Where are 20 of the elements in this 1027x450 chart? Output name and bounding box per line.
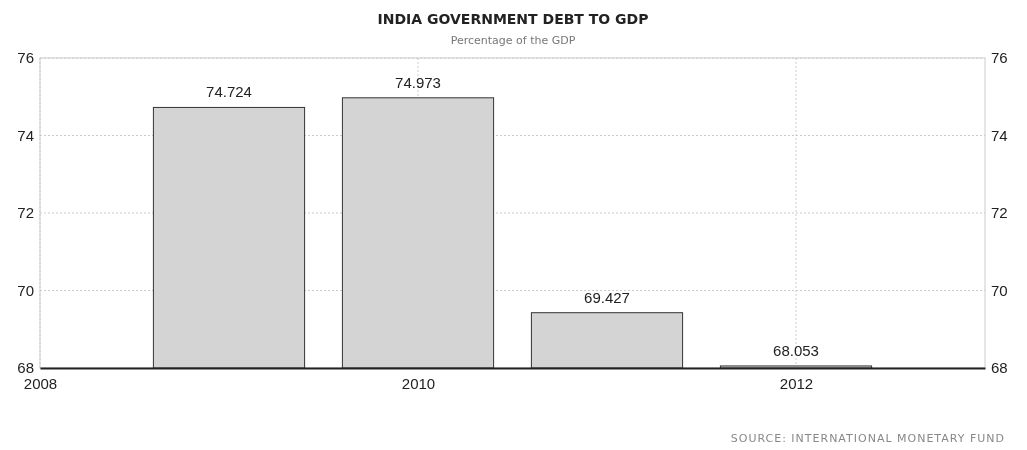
- y-tick-label: 68: [17, 359, 34, 377]
- data-label: 74.973: [395, 73, 441, 91]
- x-tick-label: 2010: [401, 374, 436, 392]
- y2-tick-label: 76: [991, 49, 1008, 67]
- y2-tick-label: 74: [991, 126, 1008, 144]
- y2-tick-label: 72: [991, 204, 1008, 222]
- data-label: 74.724: [206, 83, 252, 101]
- chart-title: INDIA GOVERNMENT DEBT TO GDP: [377, 11, 649, 27]
- y-tick-label: 74: [17, 126, 34, 144]
- data-label: 69.427: [584, 288, 630, 306]
- y-tick-label: 72: [17, 204, 34, 222]
- data-label: 68.053: [773, 341, 819, 359]
- x-tick-label: 2008: [23, 374, 58, 392]
- y2-tick-label: 70: [991, 281, 1008, 299]
- y-tick-label: 70: [17, 281, 34, 299]
- x-tick-label: 2012: [779, 374, 814, 392]
- y2-tick-label: 68: [991, 359, 1008, 377]
- source-note: SOURCE: INTERNATIONAL MONETARY FUND: [730, 432, 1005, 445]
- y-tick-label: 76: [17, 49, 34, 67]
- chart-subtitle: Percentage of the GDP: [450, 34, 576, 47]
